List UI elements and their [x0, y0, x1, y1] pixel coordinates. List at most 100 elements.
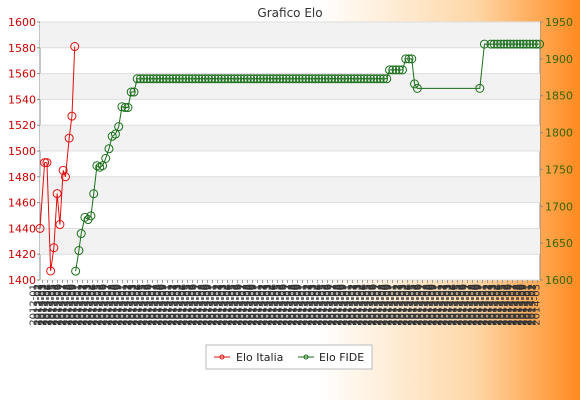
grid-band: [40, 125, 540, 151]
x-tick-label: 2014-04: [312, 284, 323, 326]
x-tick-label: 2013-01: [388, 284, 399, 326]
x-tick-label: 2014-08: [152, 284, 163, 326]
x-axis: 2012-012013-022014-032012-022013-032014-…: [29, 280, 543, 326]
elo-italia-point: [35, 223, 45, 233]
elo-fide-point: [394, 65, 404, 75]
elo-fide-point: [265, 74, 275, 84]
x-tick-label: 2014-07: [417, 284, 428, 326]
elo-fide-point: [412, 83, 422, 93]
x-tick-label: 2014-09: [382, 284, 393, 326]
x-tick-label: 2013-04: [223, 284, 234, 326]
x-tick-label: 2013-09: [248, 284, 259, 326]
x-tick-label: 2014-01: [162, 284, 173, 326]
x-tick-label: 2013-04: [268, 284, 279, 326]
x-tick-label: 2014-02: [167, 284, 178, 326]
elo-fide-point: [492, 39, 502, 49]
legend: Elo Italia Elo FIDE: [205, 344, 373, 370]
x-tick-label: 2013-01: [298, 284, 309, 326]
x-tick-label: 2014-07: [327, 284, 338, 326]
elo-fide-point: [132, 74, 142, 84]
x-tick-label: 2014-06: [322, 284, 333, 326]
x-tick-label: 2012-05: [184, 284, 195, 326]
x-tick-label: 2012-07: [509, 284, 520, 326]
x-tick-label: 2012-03: [39, 284, 50, 326]
elo-fide-point: [401, 54, 411, 64]
x-tick-label: 2012-07: [194, 284, 205, 326]
x-tick-label: 2013-03: [83, 284, 94, 326]
x-tick-label: 2013-03: [488, 284, 499, 326]
x-tick-label: 2014-04: [87, 284, 98, 326]
x-tick-label: 2012-03: [174, 284, 185, 326]
x-tick-label: 2012-02: [124, 284, 135, 326]
x-tick-label: 2012-01: [479, 284, 490, 326]
x-tick-label: 2013-04: [133, 284, 144, 326]
elo-fide-point: [255, 74, 265, 84]
elo-fide-point: [515, 39, 525, 49]
x-tick-label: 2013-01: [523, 284, 534, 326]
elo-fide-point: [114, 122, 124, 132]
elo-fide-point: [197, 74, 207, 84]
x-tick-label: 2014-09: [337, 284, 348, 326]
x-tick-label: 2014-07: [102, 284, 113, 326]
x-tick-label: 2014-02: [212, 284, 223, 326]
elo-fide-point: [181, 74, 191, 84]
elo-fide-point: [327, 74, 337, 84]
x-tick-label: 2013-06: [278, 284, 289, 326]
elo-fide-point: [343, 74, 353, 84]
elo-italia-point: [55, 220, 65, 230]
elo-fide-point: [404, 54, 414, 64]
x-tick-label: 2012-02: [259, 284, 270, 326]
x-tick-label: 2013-02: [258, 284, 269, 326]
x-tick-label: 2014-07: [237, 284, 248, 326]
x-tick-label: 2012-06: [234, 284, 245, 326]
x-tick-label: 2014-04: [222, 284, 233, 326]
x-tick-label: 2014-05: [227, 284, 238, 326]
x-tick-label: 2013-04: [43, 284, 54, 326]
elo-fide-point: [74, 246, 84, 256]
x-tick-label: 2013-01: [343, 284, 354, 326]
x-tick-label: 2012-04: [359, 284, 370, 326]
elo-fide-point: [110, 129, 120, 139]
x-tick-label: 2013-06: [413, 284, 424, 326]
x-tick-label: 2013-09: [338, 284, 349, 326]
x-tick-label: 2013-08: [468, 284, 479, 326]
x-tick-label: 2013-08: [423, 284, 434, 326]
chart-title: Grafico Elo: [257, 6, 322, 20]
x-tick-label: 2013-07: [283, 284, 294, 326]
x-tick-label: 2013-08: [378, 284, 389, 326]
elo-fide-point: [407, 54, 417, 64]
legend-box: [205, 344, 373, 370]
x-tick-label: 2013-08: [243, 284, 254, 326]
x-tick-label: 2013-02: [393, 284, 404, 326]
x-tick-label: 2013-03: [308, 284, 319, 326]
x-tick-label: 2014-07: [147, 284, 158, 326]
right-tick-label: 1800: [545, 127, 573, 140]
x-tick-label: 2014-03: [487, 284, 498, 326]
x-tick-label: 2012-05: [409, 284, 420, 326]
x-tick-label: 2013-02: [348, 284, 359, 326]
x-tick-label: 2012-07: [104, 284, 115, 326]
x-tick-label: 2012-01: [389, 284, 400, 326]
x-tick-label: 2013-09: [293, 284, 304, 326]
x-tick-label: 2013-07: [463, 284, 474, 326]
elo-fide-point: [142, 74, 152, 84]
grid-band: [40, 228, 540, 255]
x-tick-label: 2012-05: [49, 284, 60, 326]
x-tick-label: 2013-01: [478, 284, 489, 326]
x-tick-label: 2014-01: [297, 284, 308, 326]
elo-fide-point: [528, 39, 538, 49]
x-tick-label: 2012-09: [384, 284, 395, 326]
x-tick-label: 2013-08: [198, 284, 209, 326]
elo-fide-point: [200, 74, 210, 84]
x-tick-label: 2013-01: [208, 284, 219, 326]
x-tick-label: 2012-07: [239, 284, 250, 326]
x-tick-label: 2013-02: [78, 284, 89, 326]
x-tick-label: 2014-02: [392, 284, 403, 326]
elo-italia-point: [60, 172, 70, 182]
elo-fide-point: [285, 74, 295, 84]
x-tick-label: 2014-01: [432, 284, 443, 326]
legend-marker-italia: [219, 354, 225, 360]
elo-italia-point: [42, 158, 52, 168]
elo-fide-point: [281, 74, 291, 84]
